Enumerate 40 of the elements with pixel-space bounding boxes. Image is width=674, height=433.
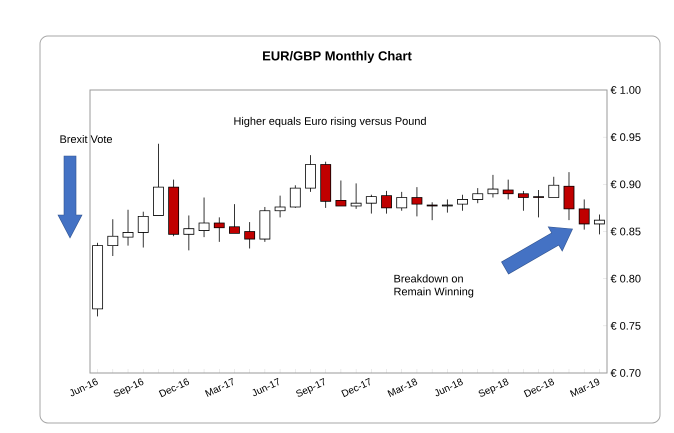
annotation: Breakdown on Remain Winning — [394, 274, 474, 298]
candlestick — [290, 184, 301, 208]
candlestick — [518, 190, 529, 212]
text: Higher equals Euro rising versus Pound — [234, 116, 426, 128]
candlestick — [442, 199, 453, 214]
candlestick — [183, 215, 194, 251]
y-tick-label: € 0.70 — [610, 369, 641, 377]
chart-title: EUR/GBP Monthly Chart — [263, 50, 412, 64]
candlestick — [548, 176, 560, 198]
candlestick — [366, 194, 377, 214]
y-tick-label: € 1.00 — [610, 86, 641, 94]
y-tick-label: € 0.80 — [610, 274, 641, 283]
candlestick — [502, 179, 514, 200]
candlestick — [244, 222, 256, 249]
candlestick — [412, 186, 422, 217]
candlestick — [305, 154, 316, 192]
candlestick — [335, 180, 346, 206]
candlestick — [426, 202, 438, 221]
candlestick — [488, 174, 498, 198]
candlestick — [274, 195, 286, 218]
y-tick-label: € 0.75 — [610, 322, 641, 330]
candlestick — [533, 190, 544, 218]
y-tick-label: € 0.85 — [610, 228, 641, 236]
candlestick — [214, 216, 225, 242]
candlestick — [381, 190, 392, 214]
candlestick — [472, 188, 484, 204]
candlestick — [107, 218, 118, 256]
candlestick — [350, 182, 362, 210]
candlestick — [198, 197, 210, 238]
candlestick — [564, 172, 574, 221]
candlestick — [122, 209, 134, 246]
candlestick — [457, 194, 468, 212]
annotation: Brexit Vote — [60, 134, 112, 144]
candlestick — [229, 204, 240, 234]
candlestick — [594, 214, 605, 235]
candlestick — [396, 191, 408, 212]
y-tick-label: € 0.95 — [610, 133, 641, 142]
candlestick — [138, 211, 149, 248]
y-tick-label: € 0.90 — [610, 180, 641, 188]
candlestick — [578, 199, 590, 230]
